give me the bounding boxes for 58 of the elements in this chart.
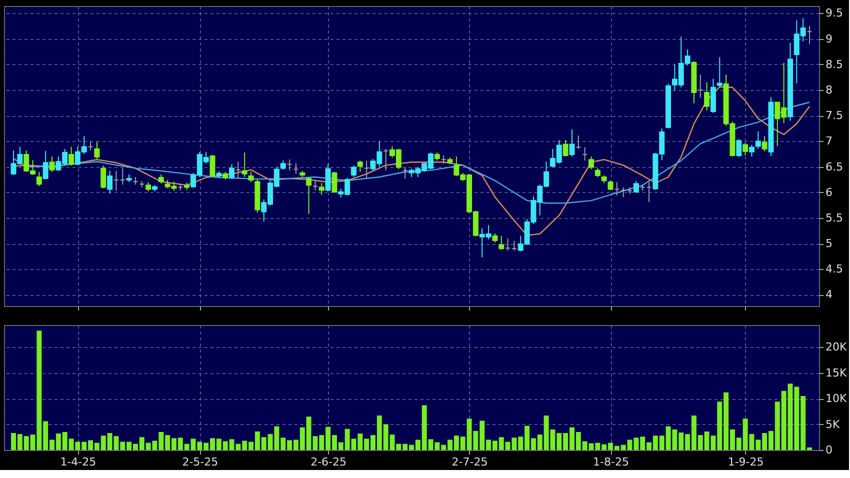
y-tick-label: 8: [826, 83, 832, 96]
y-tick-label: 0: [826, 444, 832, 456]
x-tick-label: 1-8-25: [593, 456, 629, 468]
y-tick-label: 7.5: [826, 109, 843, 122]
x-tick-label: 2-5-25: [182, 456, 218, 468]
candlestick: [107, 170, 113, 194]
y-tick-label: 8.5: [826, 58, 843, 71]
candlestick: [569, 128, 575, 158]
candlestick: [492, 232, 498, 244]
candlestick: [318, 182, 324, 196]
candlestick: [633, 180, 639, 194]
candlestick: [68, 146, 74, 166]
candlestick: [146, 182, 152, 192]
candlestick: [588, 156, 594, 170]
candlestick: [332, 171, 338, 194]
x-tick-label: 1-4-25: [60, 456, 96, 468]
y-tick-label: 5K: [826, 418, 840, 431]
candlestick: [94, 141, 100, 160]
candlestick: [762, 136, 768, 152]
candlestick: [498, 235, 504, 250]
y-tick-label: 5: [826, 237, 832, 250]
x-tick-label: 1-9-25: [728, 456, 764, 468]
candlestick: [562, 140, 568, 158]
candlestick: [325, 163, 331, 192]
y-tick-label: 6: [826, 186, 832, 199]
y-tick-label: 9: [826, 32, 832, 46]
x-tick-label: 2-7-25: [452, 456, 488, 468]
y-tick-label: 9.5: [826, 6, 843, 20]
y-tick-label: 4: [826, 288, 832, 302]
candlestick: [242, 152, 248, 178]
candlestick: [36, 171, 42, 187]
candlestick: [742, 142, 748, 156]
candlestick: [42, 150, 48, 180]
candlestick: [248, 171, 254, 183]
candlestick: [158, 174, 164, 184]
candlestick: [49, 156, 55, 172]
candlestick: [736, 138, 742, 158]
candlestick: [608, 180, 614, 191]
candlestick: [704, 82, 710, 111]
candlestick: [306, 176, 312, 214]
candlestick: [229, 164, 235, 180]
y-tick-label: 4.5: [826, 262, 843, 276]
candlestick: [100, 165, 106, 189]
candlestick: [357, 160, 363, 172]
y-tick-label: 10K: [826, 392, 848, 406]
y-tick-label: 15K: [826, 366, 848, 380]
y-tick-label: 5.5: [826, 211, 843, 224]
line-series: [12, 102, 810, 204]
candlestick: [716, 56, 722, 88]
candlestick: [210, 154, 216, 178]
candlestick: [280, 160, 286, 170]
candlestick: [350, 165, 356, 178]
x-tick-label: 2-6-25: [310, 456, 347, 468]
y-tick-label: 7: [826, 134, 832, 148]
candlestick: [748, 144, 754, 158]
y-tick-label: 6.5: [826, 160, 843, 174]
candlestick: [755, 130, 761, 150]
y-tick-label: 20K: [826, 340, 848, 354]
